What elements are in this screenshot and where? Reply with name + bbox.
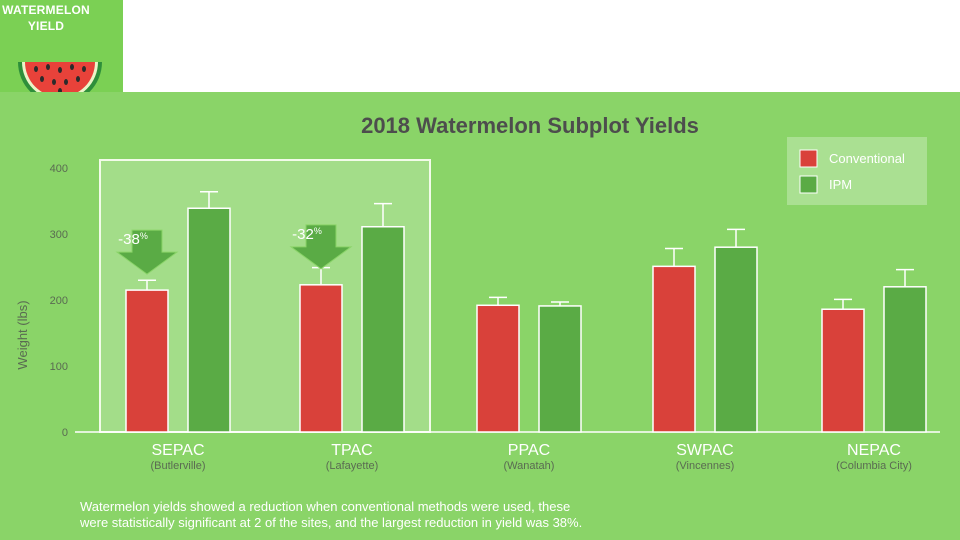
category-label: SWPAC <box>676 442 733 459</box>
logo-text: WATERMELON YIELD <box>0 2 92 34</box>
bar-conventional-tpac <box>299 284 343 433</box>
category-label: SEPAC <box>151 442 204 459</box>
y-tick-label: 100 <box>50 361 68 373</box>
bar-chart: 0 100 200 300 400 Weight (lbs) SEPAC(Butlervil… <box>15 137 940 472</box>
category-sublabel: (Butlerville) <box>150 460 205 472</box>
category-label: PPAC <box>508 442 550 459</box>
category-sublabel: (Columbia City) <box>836 460 912 472</box>
reduction-arrow-icon <box>115 229 179 275</box>
legend-box <box>787 137 927 205</box>
legend-swatch-ipm <box>799 175 818 194</box>
caption-line-1: Watermelon yields showed a reduction whe… <box>80 499 571 514</box>
bar-conventional-nepac <box>821 308 865 433</box>
reduction-arrow-icon <box>289 224 353 270</box>
legend-swatch-conventional <box>799 149 818 168</box>
bar-ipm-swpac <box>714 246 758 433</box>
bar-ipm-ppac <box>538 305 582 433</box>
bar-ipm-tpac <box>361 225 405 433</box>
chart-caption: Watermelon yields showed a reduction whe… <box>80 499 720 531</box>
legend-label-conventional: Conventional <box>829 151 905 166</box>
category-sublabel: (Vincennes) <box>676 460 735 472</box>
bar-conventional-sepac <box>125 289 169 433</box>
bar-conventional-swpac <box>652 265 696 433</box>
legend-label-ipm: IPM <box>829 177 852 192</box>
chart-title: 2018 Watermelon Subplot Yields <box>361 113 699 138</box>
bar-ipm-nepac <box>883 286 927 433</box>
caption-line-2: were statistically significant at 2 of t… <box>80 515 583 530</box>
category-sublabel: (Wanatah) <box>504 460 555 472</box>
logo-line-1: WATERMELON <box>2 3 90 17</box>
category-label: NEPAC <box>847 442 901 459</box>
y-tick-label: 0 <box>62 427 68 439</box>
y-tick-label: 300 <box>50 229 68 241</box>
category-label: TPAC <box>331 442 372 459</box>
bar-conventional-ppac <box>476 304 520 433</box>
y-tick-label: 400 <box>50 163 68 175</box>
y-axis-label: Weight (lbs) <box>15 300 30 369</box>
reduction-label: -38% <box>118 231 148 248</box>
logo-line-2: YIELD <box>27 19 65 33</box>
reduction-label: -32% <box>292 226 322 243</box>
category-sublabel: (Lafayette) <box>326 460 379 472</box>
bar-ipm-sepac <box>187 207 231 433</box>
header-bar <box>0 0 960 92</box>
y-tick-label: 200 <box>50 295 68 307</box>
